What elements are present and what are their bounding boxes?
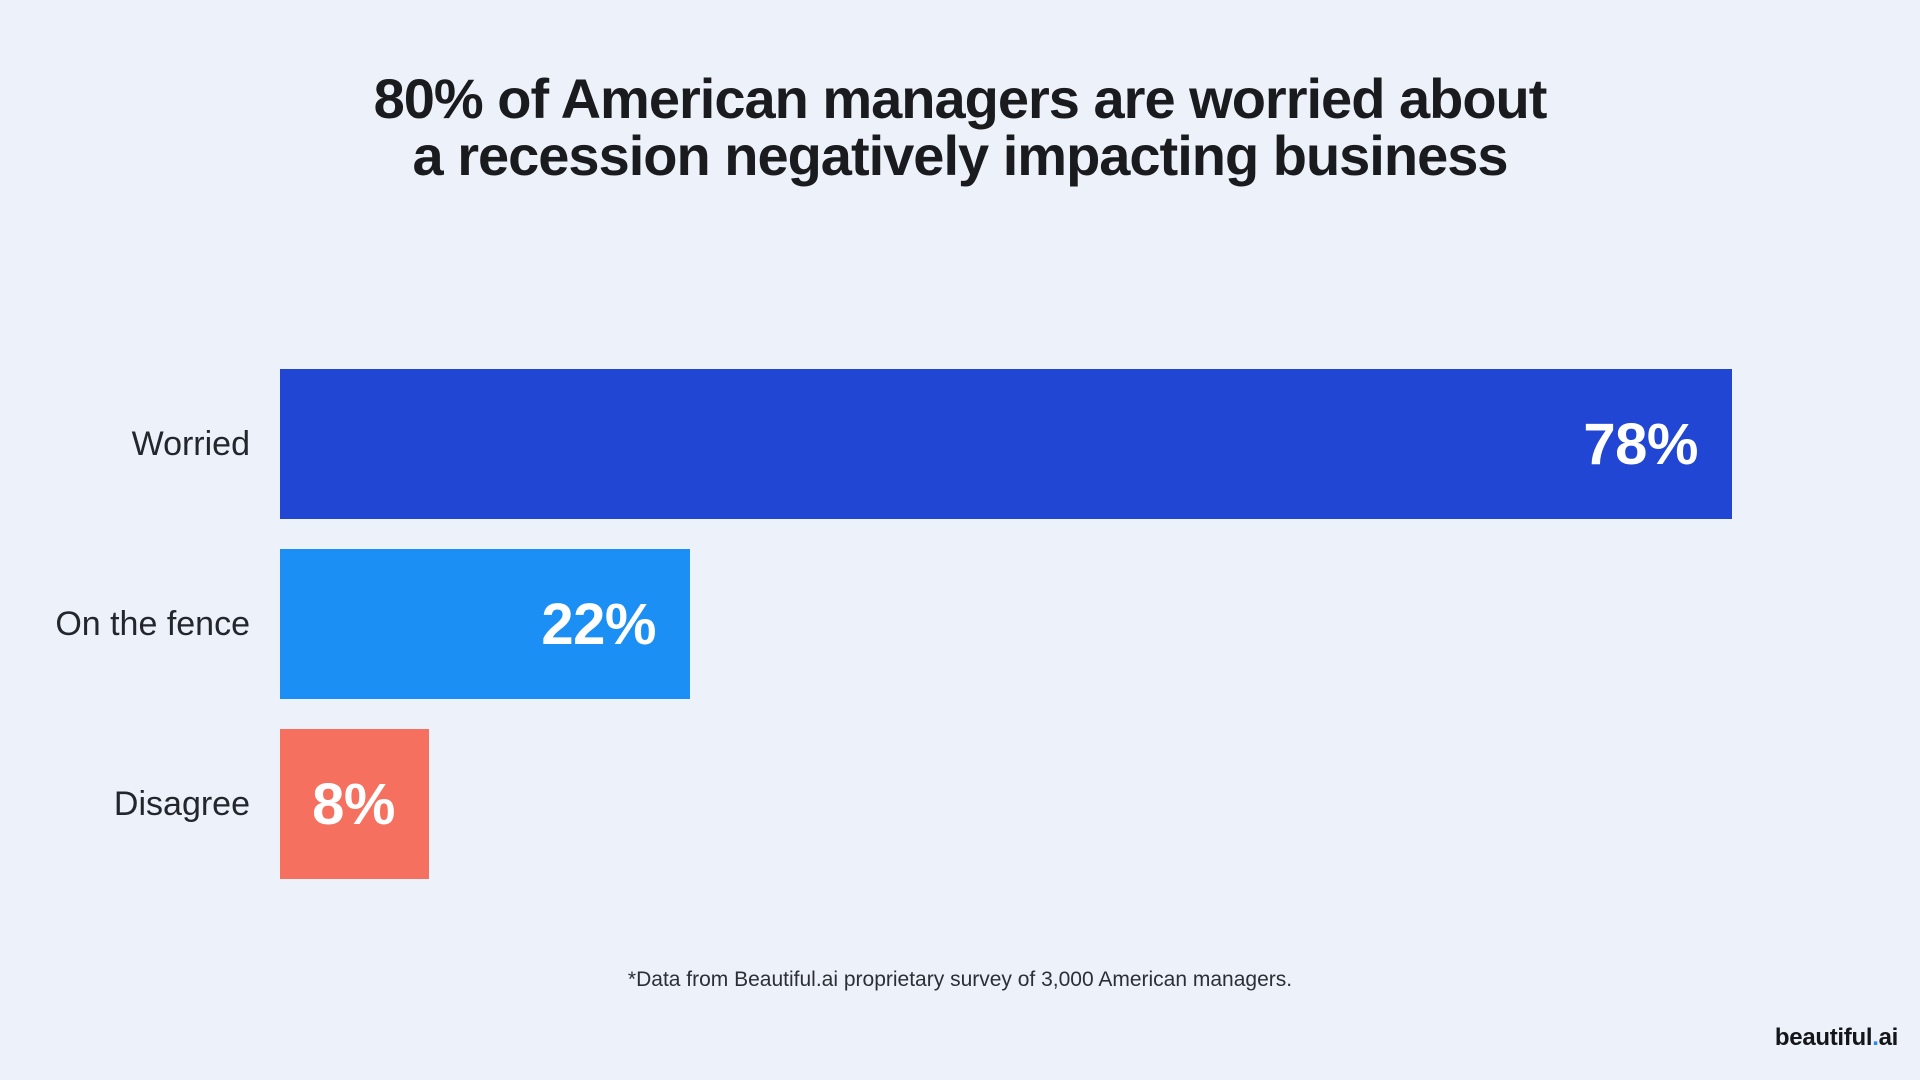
bar-chart: Worried 78% On the fence 22% Disagree 8%: [0, 369, 1920, 909]
bar-track: 22%: [280, 549, 1920, 699]
beautiful-ai-logo: beautiful.ai: [1775, 1024, 1898, 1052]
chart-title-line2: a recession negatively impacting busines…: [412, 124, 1509, 187]
value-label-worried: 78%: [1583, 411, 1698, 477]
category-label-disagree: Disagree: [113, 784, 250, 823]
chart-title: 80% of American managers are worried abo…: [0, 70, 1920, 184]
bar-track: 8%: [280, 729, 1920, 879]
category-label-worried: Worried: [131, 424, 250, 463]
bar-worried: 78%: [280, 369, 1732, 519]
bar-row-worried: Worried 78%: [0, 369, 1920, 519]
logo-suffix: ai: [1878, 1024, 1899, 1051]
category-label-on-the-fence: On the fence: [55, 604, 250, 643]
bar-row-on-the-fence: On the fence 22%: [0, 549, 1920, 699]
value-label-disagree: 8%: [312, 771, 395, 837]
logo-dot: .: [1872, 1024, 1879, 1051]
value-label-on-the-fence: 22%: [541, 591, 656, 657]
chart-title-line1: 80% of American managers are worried abo…: [373, 67, 1548, 130]
bar-disagree: 8%: [280, 729, 429, 879]
bar-track: 78%: [280, 369, 1920, 519]
bar-on-the-fence: 22%: [280, 549, 690, 699]
logo-word: beautiful: [1774, 1024, 1873, 1051]
bar-row-disagree: Disagree 8%: [0, 729, 1920, 879]
footnote: *Data from Beautiful.ai proprietary surv…: [627, 968, 1293, 991]
